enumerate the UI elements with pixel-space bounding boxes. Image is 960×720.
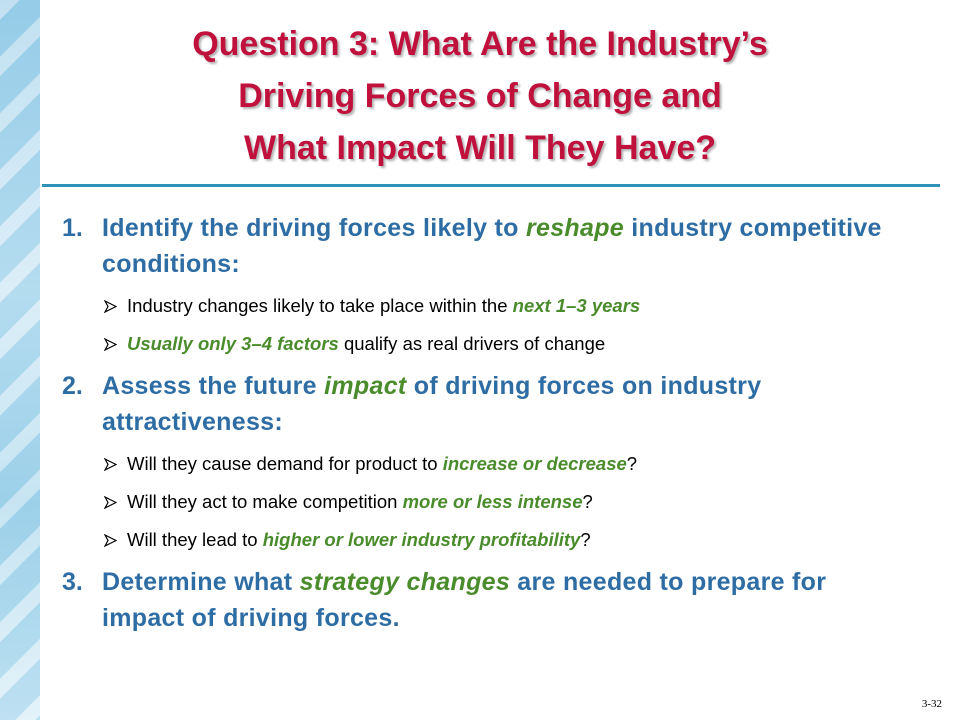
list-item-group: 3. Determine what strategy changes are ne… [62,564,902,636]
emphasis-text: increase or decrease [442,453,627,474]
text-run: ? [580,529,591,550]
emphasis-text: Usually only 3–4 factors [127,333,339,354]
item-number: 1. [62,214,83,242]
text-run: Will they act to make competition [127,491,403,512]
title-line: Question 3: What Are the Industry’s [192,25,768,63]
title-line: Driving Forces of Change and [238,77,722,115]
sub-item-text: Will they cause demand for product to in… [127,450,637,478]
sub-item: Will they cause demand for product to in… [104,450,902,478]
text-run: ? [582,491,593,512]
sub-item-text: Usually only 3–4 factors qualify as real… [127,330,605,358]
emphasis-text: impact [324,372,407,400]
text-run: industry competitive conditions: [102,214,882,278]
emphasis-text: reshape [526,214,624,242]
bullet-arrow [104,457,117,471]
text-run: Industry changes likely to take place wi… [127,295,513,316]
list-item: 3. Determine what strategy changes are ne… [62,564,902,636]
text-run: Will they cause demand for product to [127,453,443,474]
bullet-arrow [104,337,117,351]
text-run: Identify the driving forces likely to [102,214,526,242]
sub-item: Industry changes likely to take place wi… [104,292,902,320]
emphasis-text: next 1–3 years [512,295,641,316]
sub-item: Usually only 3–4 factors qualify as real… [104,330,902,358]
page-number: 3-32 [921,698,942,710]
bullet-arrow [104,299,117,313]
title-rule [42,184,940,187]
sub-item-text: Will they lead to higher or lower indust… [127,526,591,554]
decorative-strip [0,0,40,720]
slide-title: Question 3: What Are the Industry’s Drivi… [40,18,920,174]
sub-item-text: Will they act to make competition more o… [127,488,593,516]
sub-item-text: Industry changes likely to take place wi… [127,292,640,320]
title-line: What Impact Will They Have? [244,129,716,167]
list-item: 1. Identify the driving forces likely to … [62,210,902,282]
text-run: of driving forces on industry attractive… [102,372,762,436]
emphasis-text: more or less intense [402,491,583,512]
emphasis-text: higher or lower industry profitability [262,529,581,550]
text-run: Will they lead to [127,529,263,550]
item-text: Determine what strategy changes are need… [102,564,902,636]
item-text: Identify the driving forces likely to re… [102,210,902,282]
bullet-arrow [104,495,117,509]
slide-body: 1. Identify the driving forces likely to … [62,210,902,646]
list-item: 2. Assess the future impact of driving fo… [62,368,902,440]
item-number: 2. [62,372,83,400]
sub-item: Will they lead to higher or lower indust… [104,526,902,554]
emphasis-text: strategy changes [299,568,511,596]
text-run: qualify as real drivers of change [338,333,606,354]
text-run: are needed to prepare for impact of driv… [102,568,827,632]
item-text: Assess the future impact of driving forc… [102,368,902,440]
list-item-group: 1. Identify the driving forces likely to … [62,210,902,358]
item-number: 3. [62,568,83,596]
sub-item: Will they act to make competition more o… [104,488,902,516]
text-run: ? [626,453,638,474]
bullet-arrow [104,533,117,547]
list-item-group: 2. Assess the future impact of driving fo… [62,368,902,554]
text-run: Determine what [102,568,300,596]
text-run: Assess the future [102,372,325,400]
